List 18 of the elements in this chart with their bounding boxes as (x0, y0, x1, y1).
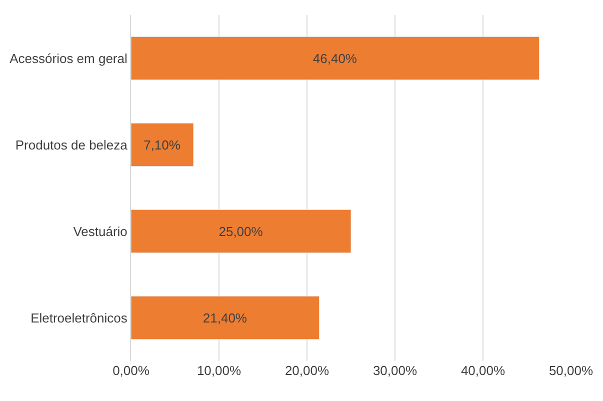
x-tick-label: 20,00% (284, 363, 330, 378)
y-tick-label: Eletroeletrônicos (30, 310, 128, 326)
data-label: 46,40% (312, 50, 358, 66)
bar (131, 296, 320, 340)
bar (131, 122, 194, 167)
x-tick-label: 40,00% (460, 363, 506, 378)
x-tick-label: 30,00% (372, 363, 418, 378)
y-tick-label: Acessórios em geral (10, 50, 128, 66)
data-label: 21,40% (202, 310, 248, 326)
y-tick-label: Produtos de beleza (15, 137, 128, 152)
data-label: 25,00% (218, 224, 264, 239)
x-tick-label: 50,00% (548, 363, 594, 378)
x-tick-label: 10,00% (196, 363, 242, 378)
data-label: 7,10% (144, 137, 181, 152)
bar (131, 36, 540, 80)
x-tick-label: 0,00% (112, 363, 150, 378)
y-tick-label: Vestuário (73, 224, 128, 239)
bar (131, 209, 352, 254)
